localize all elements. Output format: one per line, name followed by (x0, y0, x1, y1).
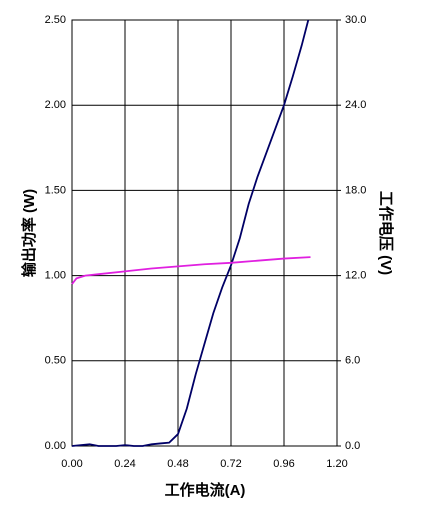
y-tick-label: 2.00 (45, 99, 66, 111)
x-tick-label: 0.24 (114, 458, 135, 470)
y-tick-label: 0.50 (45, 355, 66, 367)
x-tick-label: 0.96 (273, 458, 294, 470)
y2-tick-label: 18.0 (345, 184, 366, 196)
plot-frame (71, 19, 338, 447)
y-tick-label: 1.00 (45, 270, 66, 282)
x-tick-label: 0.00 (61, 458, 82, 470)
y2-tick-label: 6.0 (345, 355, 360, 367)
series-line (71, 19, 310, 447)
y2-tick-label: 12.0 (345, 270, 366, 282)
y2-tick-label: 0.0 (345, 440, 360, 452)
x-tick-label: 0.72 (220, 458, 241, 470)
y-tick-label: 2.50 (45, 14, 66, 26)
y2-tick-label: 24.0 (345, 99, 366, 111)
x-axis-title: 工作电流(A) (165, 481, 246, 499)
y2-tick-label: 30.0 (345, 14, 366, 26)
x-tick-label: 1.20 (326, 458, 347, 470)
series-line (71, 256, 311, 285)
x-tick-label: 0.48 (167, 458, 188, 470)
y-tick-label: 1.50 (45, 184, 66, 196)
y-tick-label: 0.00 (45, 440, 66, 452)
y-axis-title: 输出功率 (W) (20, 189, 38, 277)
y2-axis-title: 工作电压 (V) (377, 191, 395, 275)
